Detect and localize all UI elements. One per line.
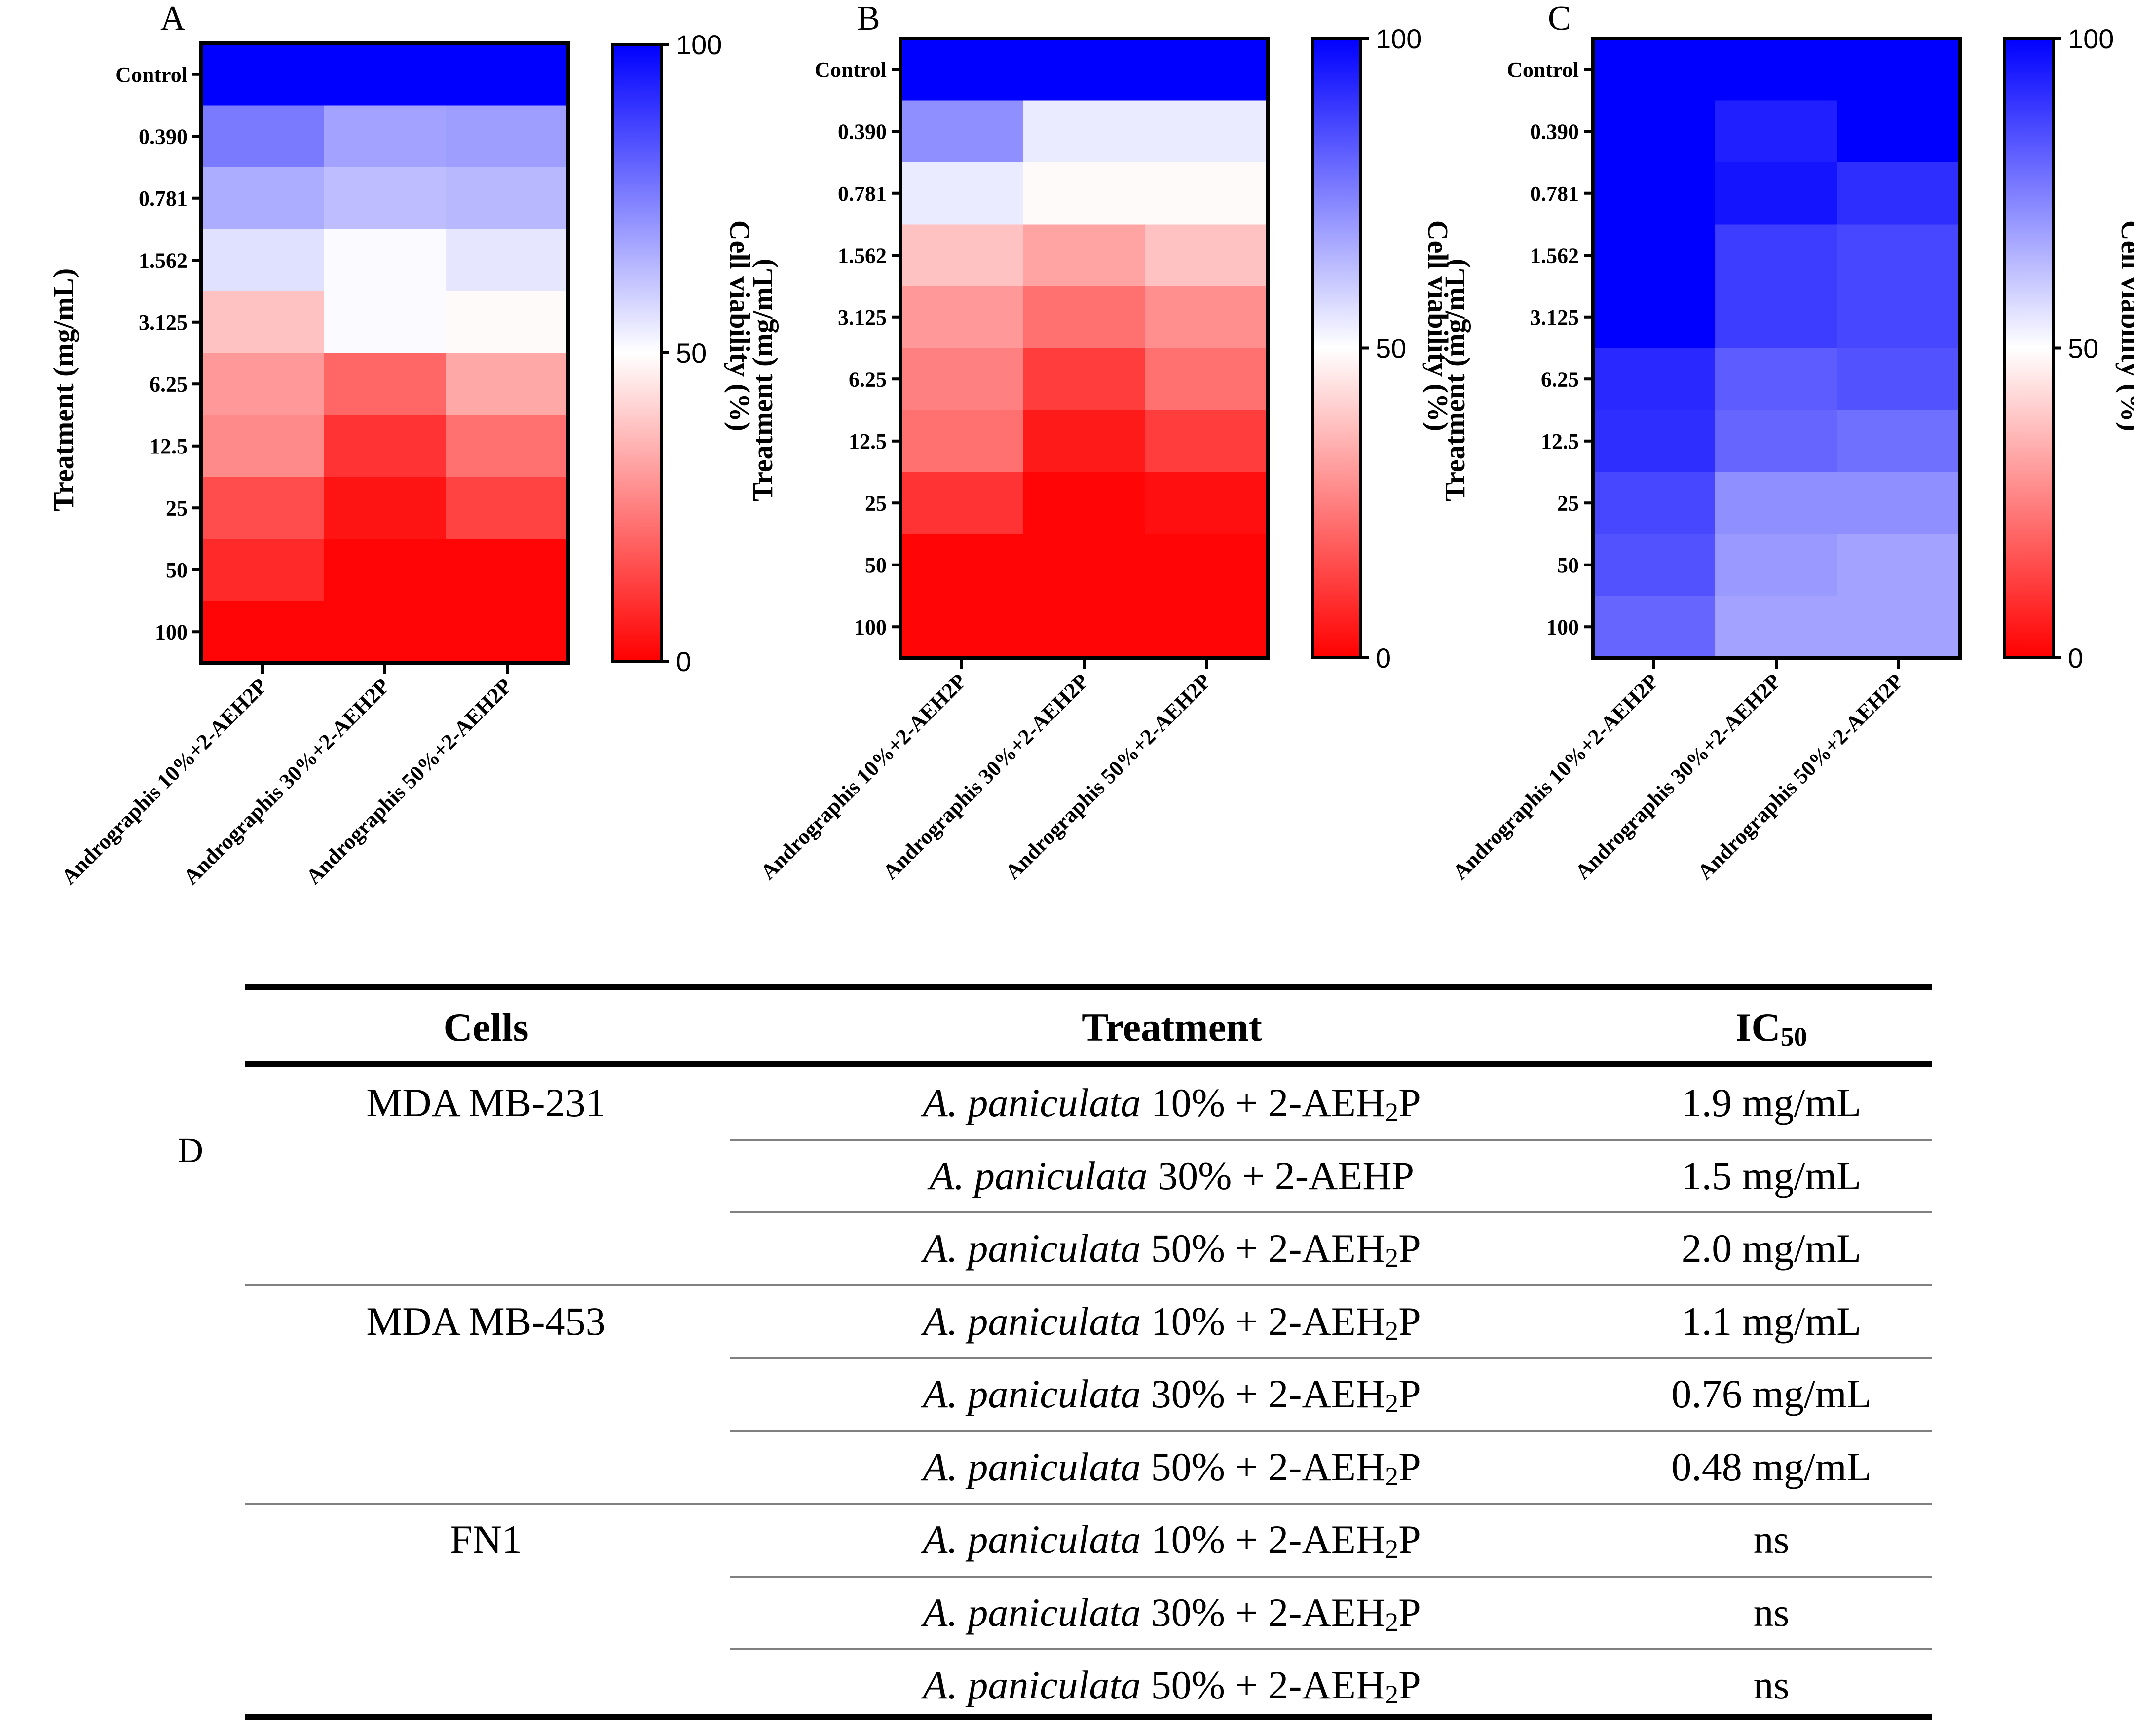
ic50-cell: ns <box>1754 1662 1790 1708</box>
treatment-cell: A. paniculata 30% + 2-AEH2P <box>923 1371 1421 1419</box>
row-divider <box>730 1648 1932 1650</box>
header-treatment: Treatment <box>1082 1004 1262 1051</box>
cell-line-name: MDA MB-231 <box>366 1080 605 1126</box>
treatment-cell: A. paniculata 30% + 2-AEHP <box>930 1153 1414 1199</box>
species-name: A. paniculata <box>930 1153 1148 1198</box>
row-divider <box>730 1430 1932 1432</box>
treatment-text: 50% + 2-AEH <box>1141 1662 1385 1707</box>
species-name: A. paniculata <box>923 1662 1141 1707</box>
ic50-cell: 1.9 mg/mL <box>1682 1080 1861 1126</box>
species-name: A. paniculata <box>923 1080 1141 1125</box>
treatment-tail: P <box>1398 1226 1421 1271</box>
treatment-cell: A. paniculata 10% + 2-AEH2P <box>923 1516 1421 1564</box>
row-divider <box>245 1503 1932 1505</box>
row-divider <box>730 1576 1932 1578</box>
treatment-cell: A. paniculata 10% + 2-AEH2P <box>923 1080 1421 1128</box>
species-name: A. paniculata <box>923 1444 1141 1489</box>
subscript: 2 <box>1385 1607 1398 1637</box>
treatment-text: 50% + 2-AEH <box>1141 1226 1385 1271</box>
row-divider <box>245 1284 1932 1286</box>
subscript: 2 <box>1385 1389 1398 1418</box>
ic50-cell: 2.0 mg/mL <box>1682 1225 1861 1272</box>
subscript: 2 <box>1385 1534 1398 1564</box>
treatment-text: 30% + 2-AEHP <box>1148 1153 1415 1198</box>
species-name: A. paniculata <box>923 1590 1141 1635</box>
treatment-tail: P <box>1398 1080 1421 1125</box>
treatment-cell: A. paniculata 50% + 2-AEH2P <box>923 1662 1421 1710</box>
treatment-cell: A. paniculata 50% + 2-AEH2P <box>923 1225 1421 1273</box>
subscript: 2 <box>1385 1462 1398 1491</box>
subscript: 2 <box>1385 1243 1398 1273</box>
treatment-text: 10% + 2-AEH <box>1141 1517 1385 1562</box>
treatment-text: 30% + 2-AEH <box>1141 1590 1385 1635</box>
ic50-cell: ns <box>1754 1589 1790 1636</box>
ic50-cell: 0.76 mg/mL <box>1671 1371 1871 1417</box>
species-name: A. paniculata <box>923 1371 1141 1416</box>
ic50-cell: 0.48 mg/mL <box>1671 1444 1871 1490</box>
header-ic50: IC50 <box>1735 1004 1807 1052</box>
treatment-text: 10% + 2-AEH <box>1141 1080 1385 1125</box>
ic50-cell: ns <box>1754 1516 1790 1563</box>
treatment-text: 30% + 2-AEH <box>1141 1371 1385 1416</box>
treatment-tail: P <box>1398 1517 1421 1562</box>
treatment-tail: P <box>1398 1590 1421 1635</box>
species-name: A. paniculata <box>923 1299 1141 1344</box>
table-top-rule <box>245 984 1932 990</box>
treatment-tail: P <box>1398 1371 1421 1416</box>
subscript: 2 <box>1385 1680 1398 1709</box>
cell-line-name: FN1 <box>450 1516 522 1563</box>
row-divider <box>730 1357 1932 1359</box>
ic50-cell: 1.5 mg/mL <box>1682 1153 1861 1199</box>
treatment-cell: A. paniculata 50% + 2-AEH2P <box>923 1444 1421 1492</box>
header-cells: Cells <box>443 1004 528 1051</box>
row-divider <box>730 1139 1932 1141</box>
treatment-text: 50% + 2-AEH <box>1141 1444 1385 1489</box>
table-header-rule <box>245 1061 1932 1067</box>
treatment-cell: A. paniculata 10% + 2-AEH2P <box>923 1298 1421 1346</box>
row-divider <box>730 1211 1932 1213</box>
treatment-tail: P <box>1398 1662 1421 1707</box>
treatment-tail: P <box>1398 1444 1421 1489</box>
treatment-text: 10% + 2-AEH <box>1141 1299 1385 1344</box>
species-name: A. paniculata <box>923 1517 1141 1562</box>
table-bottom-rule <box>245 1714 1932 1720</box>
panel-label-d: D <box>178 1130 203 1171</box>
subscript: 2 <box>1385 1097 1398 1127</box>
treatment-tail: P <box>1398 1299 1421 1344</box>
subscript: 2 <box>1385 1316 1398 1346</box>
treatment-cell: A. paniculata 30% + 2-AEH2P <box>923 1589 1421 1637</box>
cell-line-name: MDA MB-453 <box>366 1298 605 1345</box>
species-name: A. paniculata <box>923 1226 1141 1271</box>
ic50-cell: 1.1 mg/mL <box>1682 1298 1861 1345</box>
